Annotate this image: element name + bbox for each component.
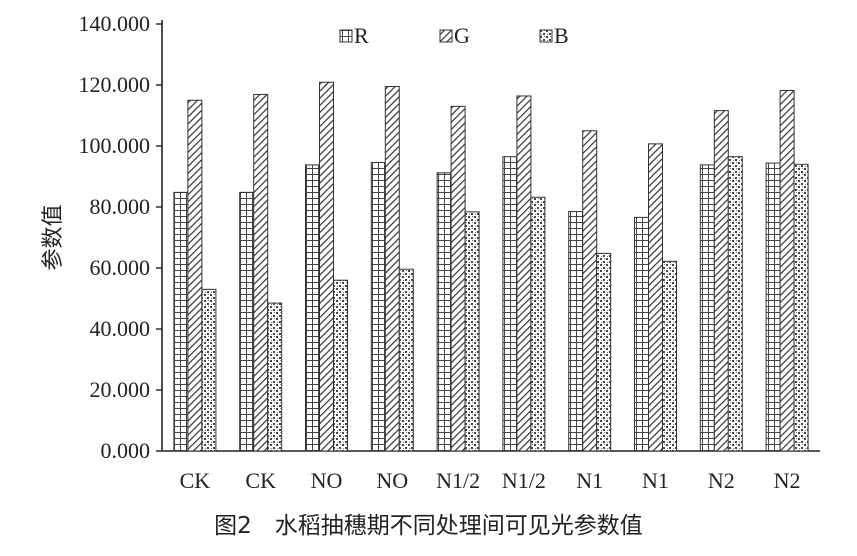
- figure-caption: 图2 水稻抽穗期不同处理间可见光参数值: [214, 513, 643, 539]
- bar-b-3: [333, 279, 348, 452]
- bar-b-10: [793, 163, 809, 452]
- legend-label-b: B: [554, 23, 569, 48]
- bar-r-1: [173, 191, 189, 452]
- bar-r-8: [634, 216, 649, 452]
- bar-b-1: [201, 288, 217, 452]
- bar-b-9: [727, 156, 743, 452]
- x-category-label: N1/2: [502, 468, 546, 493]
- bar-r-6: [502, 156, 518, 452]
- x-category-label: NO: [311, 468, 343, 493]
- bar-chart: 0.000 20.000 40.000 60.000 80.000 100.000 120.…: [41, 11, 820, 493]
- y-tick-label: 100.000: [79, 133, 151, 158]
- y-tick-label: 140.000: [79, 11, 151, 36]
- bar-g-5: [450, 105, 466, 452]
- x-category-label: CK: [180, 468, 211, 493]
- bar-g-3: [319, 81, 334, 452]
- bar-r-4: [370, 161, 386, 452]
- legend-label-r: R: [354, 23, 369, 48]
- bar-g-9: [713, 110, 729, 452]
- bar-g-8: [648, 143, 663, 452]
- y-tick-label: 0.000: [101, 438, 151, 463]
- x-category-label: N2: [708, 468, 735, 493]
- legend-swatch-r: [339, 29, 353, 43]
- bar-r-9: [699, 164, 715, 452]
- bar-b-7: [596, 252, 612, 452]
- legend-label-g: G: [454, 23, 470, 48]
- bar-g-1: [187, 99, 203, 452]
- x-category-label: NO: [376, 468, 408, 493]
- legend-swatch-g: [439, 29, 453, 43]
- bar-r-3: [305, 164, 320, 452]
- bar-b-8: [662, 260, 677, 452]
- bar-b-2: [267, 302, 283, 452]
- x-category-label: CK: [245, 468, 276, 493]
- bar-g-4: [384, 86, 400, 452]
- legend-swatch-b: [539, 29, 553, 43]
- y-tick-label: 80.000: [90, 194, 151, 219]
- bar-r-7: [568, 211, 584, 452]
- x-category-label: N2: [774, 468, 801, 493]
- x-category-label: N1/2: [436, 468, 480, 493]
- bar-b-4: [398, 268, 414, 452]
- bar-g-2: [253, 93, 269, 452]
- bar-b-5: [464, 211, 480, 452]
- x-category-label: N1: [642, 468, 669, 493]
- bar-g-6: [516, 95, 532, 452]
- bar-r-2: [239, 191, 255, 452]
- bar-r-5: [436, 172, 452, 452]
- bar-b-6: [530, 196, 546, 452]
- x-category-label: N1: [576, 468, 603, 493]
- y-tick-label: 40.000: [90, 316, 151, 341]
- y-tick-label: 20.000: [90, 377, 151, 402]
- bar-g-7: [582, 130, 598, 452]
- y-tick-label: 60.000: [90, 255, 151, 280]
- y-tick-label: 120.000: [79, 72, 151, 97]
- y-axis-title: 参数值: [41, 204, 66, 270]
- bar-g-10: [779, 89, 795, 452]
- bar-r-10: [765, 162, 781, 452]
